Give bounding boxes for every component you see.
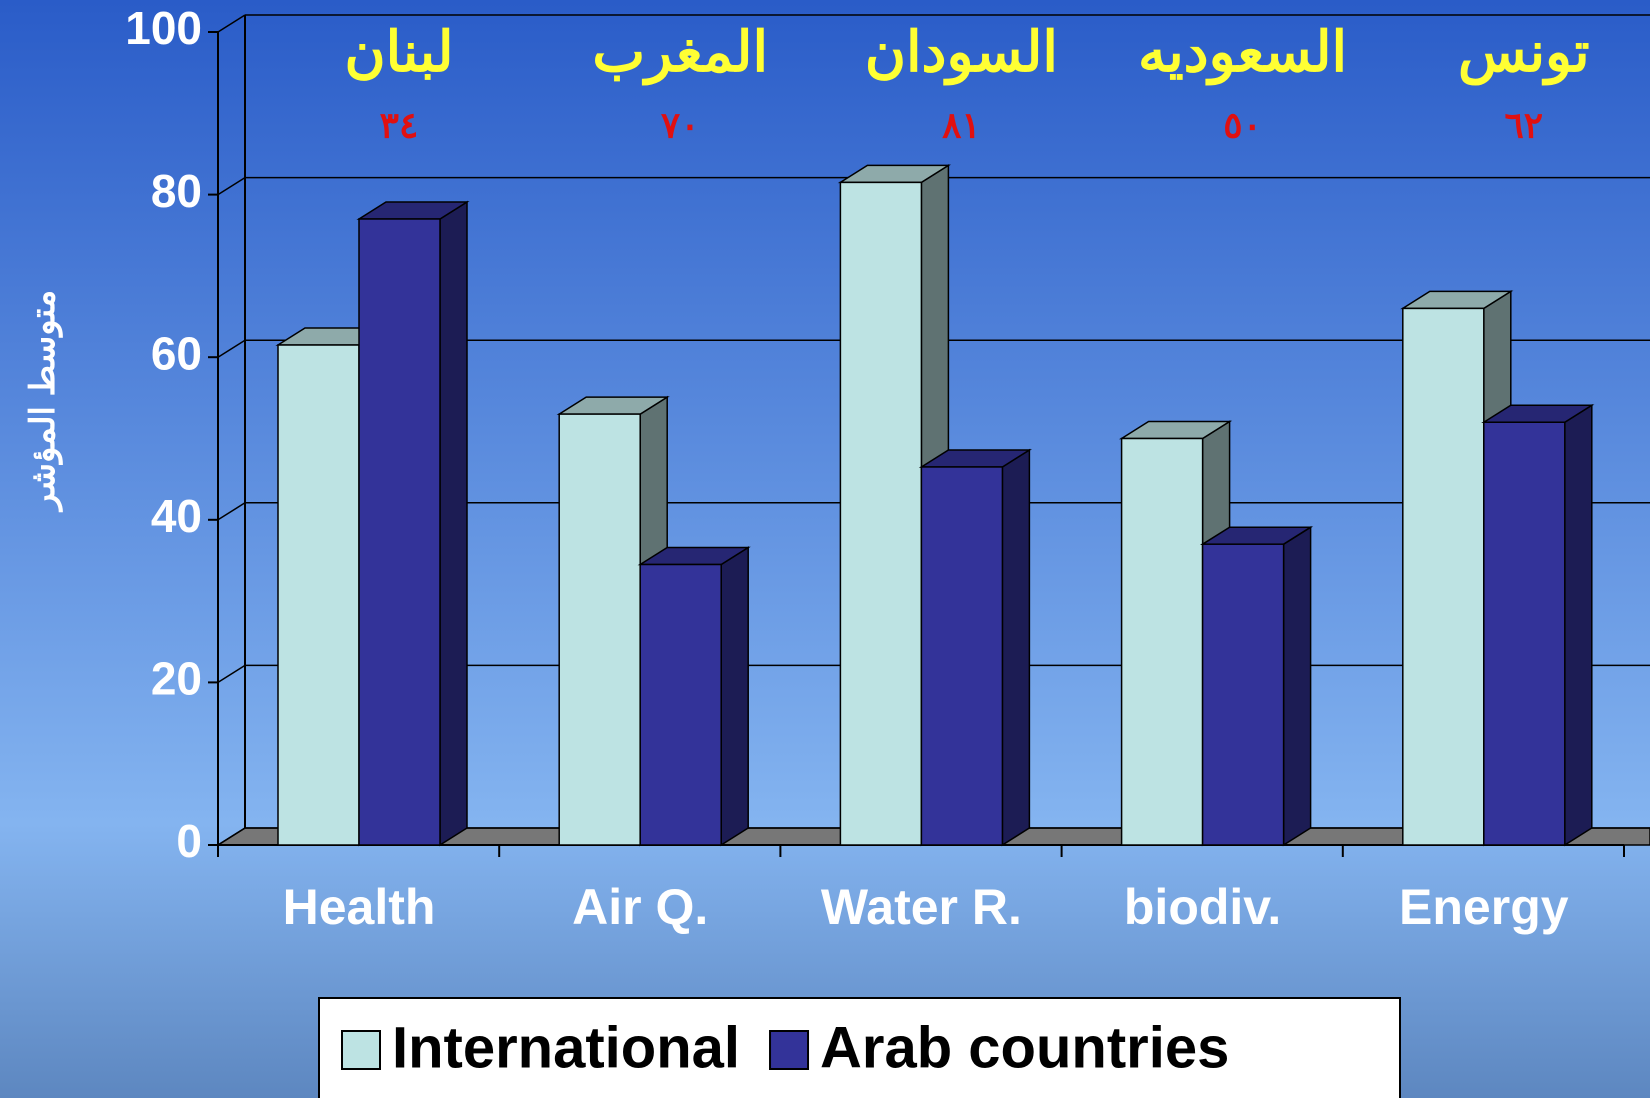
y-tick-label: 100 — [125, 2, 202, 54]
bar-3d — [921, 450, 1029, 845]
annotation-value: ٦٢ — [1504, 105, 1543, 146]
annotation-label: السودان — [865, 20, 1058, 86]
annotation-value: ٣٤ — [380, 105, 419, 146]
annotation-value: ٧٠ — [661, 105, 700, 146]
legend-swatch — [342, 1031, 380, 1069]
bar — [1122, 439, 1203, 846]
chart: متوسط المؤشر 0 20 40 60 80 100 Health Air Q. Wat… — [0, 0, 1650, 1098]
bar — [559, 414, 640, 845]
bar-side — [1284, 527, 1311, 845]
x-tick-label: biodiv. — [1124, 879, 1281, 935]
bar — [359, 219, 440, 845]
bar — [840, 182, 921, 845]
x-tick-label: Energy — [1399, 879, 1569, 935]
bar — [640, 565, 721, 845]
bar-3d — [359, 202, 467, 845]
bar — [921, 467, 1002, 845]
bar-side — [1565, 405, 1592, 845]
bar — [278, 345, 359, 845]
annotation-label: المغرب — [592, 20, 768, 86]
x-tick-label: Air Q. — [572, 879, 708, 935]
y-tick-label: 40 — [151, 490, 202, 542]
annotation-value: ٨١ — [942, 105, 981, 146]
y-tick-label: 60 — [151, 327, 202, 379]
annotation-value: ٥٠ — [1223, 105, 1262, 146]
legend-label: International — [392, 1015, 740, 1080]
legend-swatch — [770, 1031, 808, 1069]
bar-side — [721, 548, 748, 845]
annotation-label: لبنان — [344, 20, 453, 83]
x-tick-label: Health — [283, 879, 436, 935]
bar — [1403, 308, 1484, 845]
y-tick-label: 0 — [176, 815, 202, 867]
y-tick-label: 80 — [151, 165, 202, 217]
bar-3d — [1484, 405, 1592, 845]
legend-label: Arab countries — [820, 1015, 1229, 1080]
annotation-label: السعوديه — [1138, 20, 1347, 86]
y-axis-title: متوسط المؤشر — [24, 290, 63, 513]
bar-3d — [1203, 527, 1311, 845]
bar-side — [1002, 450, 1029, 845]
y-tick-label: 20 — [151, 653, 202, 705]
annotation-label: تونس — [1458, 20, 1590, 86]
bar — [1484, 422, 1565, 845]
bar — [1203, 544, 1284, 845]
bar-side — [440, 202, 467, 845]
bar-3d — [640, 548, 748, 845]
x-tick-label: Water R. — [821, 879, 1022, 935]
